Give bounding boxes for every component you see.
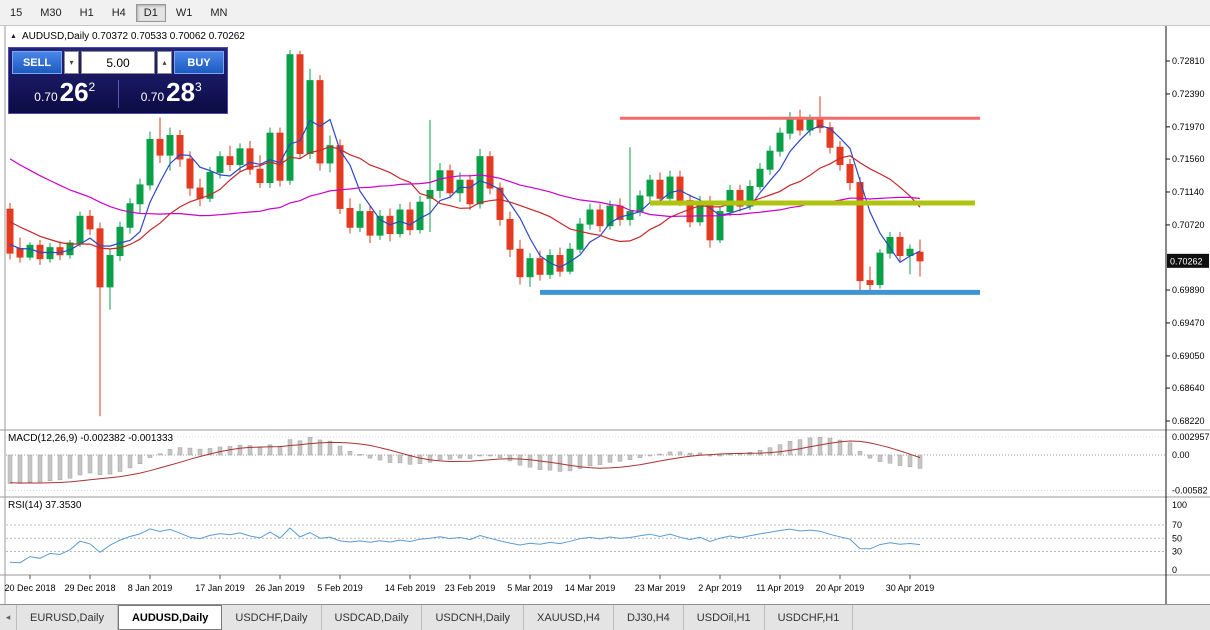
axis-label: 0.70720 (1172, 220, 1205, 230)
axis-label: 0.68220 (1172, 416, 1205, 426)
timeframe-toolbar: 15 M30 H1 H4 D1 W1 MN (0, 0, 1210, 26)
date-label: 17 Jan 2019 (195, 583, 245, 593)
trade-controls-row: SELL ▾ 5.00 ▴ BUY (12, 51, 224, 74)
tab-usdcnh-daily[interactable]: USDCNH,Daily (422, 605, 525, 630)
sell-price-pips: 26 (59, 77, 89, 107)
axis-label: 0.69470 (1172, 318, 1205, 328)
tab-usdoil-h1[interactable]: USDOil,H1 (684, 605, 765, 630)
axis-label: 0 (1172, 565, 1177, 575)
date-label: 5 Mar 2019 (507, 583, 553, 593)
pane-frame (0, 26, 1210, 604)
date-label: 29 Dec 2018 (64, 583, 115, 593)
rsi-label: RSI(14) 37.3530 (8, 500, 82, 511)
date-label: 26 Jan 2019 (255, 583, 305, 593)
price-divider (117, 80, 119, 108)
sell-price-prefix: 0.70 (34, 90, 58, 104)
tab-audusd-daily[interactable]: AUDUSD,Daily (117, 605, 223, 630)
date-label: 20 Apr 2019 (816, 583, 865, 593)
macd-pane (6, 436, 1166, 492)
axis-label: 0.70262 (1170, 256, 1203, 266)
current-price-tag (1167, 253, 1209, 268)
drawn-horizontal-lines[interactable] (540, 116, 980, 295)
timeframe-button-15[interactable]: 15 (2, 4, 30, 22)
ma-fast-line (9, 118, 921, 268)
axis-label: 0.71140 (1172, 187, 1204, 197)
axis-label: 0.69890 (1172, 285, 1205, 295)
date-label: 20 Dec 2018 (4, 583, 55, 593)
ma-medium-line (9, 145, 921, 250)
axis-label: 0.69050 (1172, 351, 1205, 361)
trade-prices-row: 0.70 26 2 0.70 28 3 (12, 76, 224, 112)
date-label: 30 Apr 2019 (886, 583, 935, 593)
axis-label: 0.72390 (1172, 89, 1205, 99)
date-label: 23 Feb 2019 (445, 583, 496, 593)
axis-label: 0.00 (1172, 450, 1190, 460)
tab-eurusd-daily[interactable]: EURUSD,Daily (17, 605, 118, 630)
timeframe-button-m30[interactable]: M30 (32, 4, 69, 22)
one-click-collapse-icon[interactable]: ▲ (10, 33, 17, 40)
price-axis[interactable]: 0.72810 0.72390 0.71970 0.71560 0.71140 0.707… (1166, 56, 1210, 575)
date-label: 14 Feb 2019 (385, 583, 436, 593)
date-label: 14 Mar 2019 (565, 583, 616, 593)
buy-price-prefix: 0.70 (140, 90, 165, 104)
quote-ohlc-text: AUDUSD,Daily 0.70372 0.70533 0.70062 0.7… (21, 31, 245, 42)
volume-decrease-button[interactable]: ▾ (64, 51, 79, 74)
axis-label: 0.72810 (1172, 56, 1205, 66)
macd-signal-line (9, 440, 921, 484)
axis-label: 0.68640 (1172, 383, 1205, 393)
volume-input[interactable]: 5.00 (81, 51, 155, 74)
sell-price[interactable]: 0.70 26 2 (12, 79, 118, 109)
date-label: 23 Mar 2019 (635, 583, 686, 593)
tab-usdchf-daily[interactable]: USDCHF,Daily (222, 605, 322, 630)
axis-label: 30 (1172, 547, 1182, 557)
ma-slow-line (9, 158, 921, 218)
axis-label: -0.00582 (1172, 486, 1208, 496)
timeframe-button-w1[interactable]: W1 (168, 4, 201, 22)
sell-price-point: 2 (88, 80, 96, 94)
chart-tab-bar: ◂ EURUSD,Daily AUDUSD,Daily USDCHF,Daily USD… (0, 604, 1210, 630)
date-label: 11 Apr 2019 (756, 583, 804, 593)
rsi-pane (6, 524, 1166, 564)
moving-averages (9, 118, 921, 268)
buy-price-pips: 28 (166, 77, 196, 107)
buy-price-point: 3 (195, 80, 202, 94)
rsi-line (9, 527, 921, 564)
tab-xauusd-h4[interactable]: XAUUSD,H4 (524, 605, 614, 630)
buy-price[interactable]: 0.70 28 3 (119, 79, 225, 109)
date-axis[interactable]: 20 Dec 2018 29 Dec 2018 8 Jan 2019 17 Jan 2… (4, 575, 934, 593)
axis-label: 50 (1172, 533, 1182, 543)
timeframe-button-d1[interactable]: D1 (135, 3, 166, 22)
buy-button[interactable]: BUY (174, 51, 224, 74)
tab-scroll-left-icon[interactable]: ◂ (0, 605, 17, 630)
timeframe-button-h4[interactable]: H4 (104, 4, 134, 22)
tab-usdchf-h1[interactable]: USDCHF,H1 (765, 605, 854, 630)
sell-button[interactable]: SELL (12, 51, 62, 74)
date-label: 5 Feb 2019 (317, 583, 363, 593)
macd-label: MACD(12,26,9) -0.002382 -0.001333 (8, 433, 174, 444)
quote-header: ▲ AUDUSD,Daily 0.70372 0.70533 0.70062 0… (10, 31, 245, 42)
date-label: 8 Jan 2019 (128, 583, 173, 593)
axis-label: 70 (1172, 520, 1182, 530)
tab-dj30-h4[interactable]: DJ30,H4 (614, 605, 684, 630)
axis-label: 100 (1172, 500, 1187, 510)
volume-increase-button[interactable]: ▴ (157, 51, 172, 74)
timeframe-button-h1[interactable]: H1 (72, 4, 102, 22)
date-label: 2 Apr 2019 (698, 583, 742, 593)
axis-label: 0.002957 (1172, 432, 1210, 442)
axis-label: 0.71970 (1172, 122, 1205, 132)
axis-label: 0.71560 (1172, 154, 1205, 164)
chart-canvas[interactable]: 0.728100.723900.719700.715600.711400.707… (0, 26, 1210, 604)
one-click-trading-panel: SELL ▾ 5.00 ▴ BUY 0.70 26 2 0.70 28 3 (8, 47, 228, 114)
tab-usdcad-daily[interactable]: USDCAD,Daily (322, 605, 423, 630)
timeframe-button-mn[interactable]: MN (202, 4, 235, 22)
